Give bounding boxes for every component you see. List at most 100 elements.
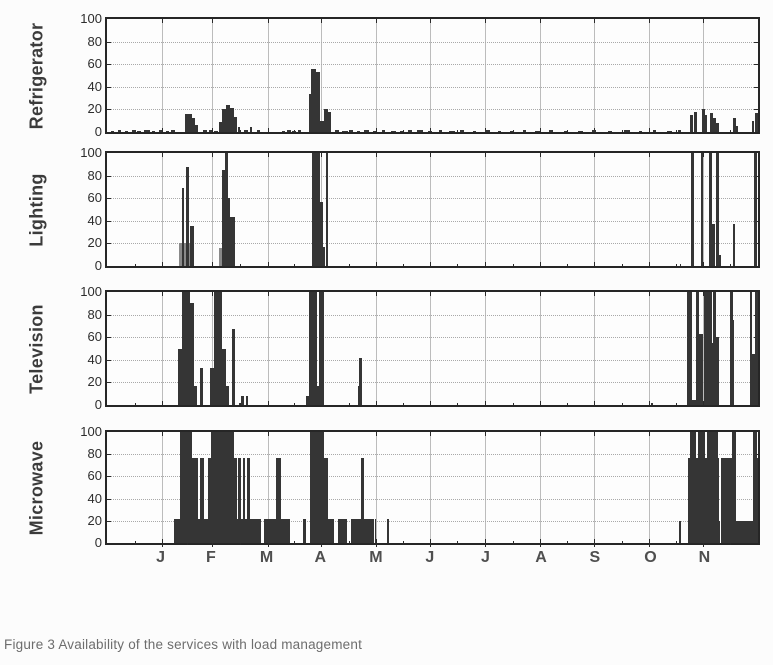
- x-tick-bottom: [429, 128, 431, 132]
- bar: [460, 129, 464, 132]
- bar: [535, 130, 541, 132]
- bar: [319, 120, 324, 132]
- x-tick-top: [267, 19, 269, 23]
- bar: [704, 292, 712, 405]
- bar: [210, 367, 215, 405]
- bar: [704, 115, 707, 132]
- bar: [189, 113, 192, 132]
- x-minor-tick-outward: [675, 543, 677, 545]
- bar: [709, 112, 714, 132]
- x-minor-tick: [403, 403, 405, 405]
- bar: [226, 385, 229, 405]
- y-tick-label: 60: [87, 190, 102, 206]
- bar: [717, 457, 720, 543]
- y-tick-right: [754, 41, 758, 43]
- month-gridline: [376, 292, 378, 405]
- month-gridline: [212, 153, 214, 266]
- bar: [679, 263, 682, 266]
- x-tick-top: [649, 153, 651, 157]
- month-gridline: [162, 153, 164, 266]
- x-tick-bottom: [540, 128, 542, 132]
- x-minor-tick: [457, 264, 459, 266]
- x-tick-bottom: [162, 539, 164, 543]
- x-tick-bottom: [649, 539, 651, 543]
- month-gridline: [162, 432, 164, 543]
- month-gridline: [376, 19, 378, 132]
- bar: [233, 457, 238, 543]
- bar: [592, 130, 596, 132]
- bar: [131, 130, 136, 132]
- x-tick-top: [485, 292, 487, 296]
- bar: [356, 130, 361, 132]
- x-minor-tick: [294, 403, 296, 405]
- bar: [281, 130, 286, 132]
- bar: [695, 457, 698, 543]
- x-minor-tick: [567, 403, 569, 405]
- month-gridline: [429, 153, 431, 266]
- y-tick-label: 20: [87, 101, 102, 117]
- x-minor-tick: [348, 403, 350, 405]
- y-gridline: [107, 109, 758, 111]
- month-gridline: [540, 292, 542, 405]
- month-gridline: [429, 432, 431, 543]
- bar: [338, 518, 347, 543]
- bar: [497, 130, 502, 132]
- month-gridline: [212, 19, 214, 132]
- x-tick-top: [702, 292, 704, 296]
- bar: [297, 130, 302, 132]
- y-tick-left: [107, 64, 111, 66]
- month-gridline: [429, 292, 431, 405]
- bar: [181, 292, 190, 405]
- bar: [319, 292, 325, 405]
- bar: [438, 130, 443, 132]
- x-tick-top: [162, 19, 164, 23]
- bar: [699, 333, 703, 405]
- x-tick-bottom: [593, 539, 595, 543]
- bar: [158, 130, 163, 132]
- bar: [227, 198, 231, 266]
- x-tick-bottom: [162, 262, 164, 266]
- panel-refrigerator: Refrigerator 0 20 40 60 80 100: [27, 11, 760, 139]
- y-tick-left: [107, 498, 111, 500]
- y-gridline: [107, 41, 758, 43]
- x-tick-bottom: [702, 401, 704, 405]
- y-tick-label: 80: [87, 167, 102, 183]
- x-tick-bottom: [212, 262, 214, 266]
- bar: [700, 153, 704, 266]
- x-tick-bottom: [376, 539, 378, 543]
- bar: [701, 109, 705, 132]
- bar: [238, 457, 241, 543]
- x-tick-bottom: [162, 401, 164, 405]
- x-minor-tick: [457, 130, 459, 132]
- y-tick-label: 0: [94, 535, 102, 550]
- x-tick-bottom: [540, 262, 542, 266]
- bar: [729, 292, 734, 405]
- month-gridline: [267, 432, 269, 543]
- y-tick-label: 0: [94, 397, 102, 412]
- x-tick-bottom: [267, 262, 269, 266]
- x-minor-tick: [512, 403, 514, 405]
- x-tick-top: [267, 432, 269, 436]
- x-minor-tick: [621, 403, 623, 405]
- y-tick-label: 80: [87, 446, 102, 462]
- bar: [733, 320, 735, 405]
- x-tick-bottom: [429, 262, 431, 266]
- bar: [238, 402, 241, 405]
- bar: [179, 432, 192, 543]
- y-gridline: [107, 520, 758, 522]
- y-gridline: [107, 220, 758, 222]
- y-tick-label: 80: [87, 306, 102, 322]
- bar: [191, 457, 198, 543]
- y-tick-left: [107, 314, 111, 316]
- y-tick-label: 60: [87, 329, 102, 345]
- bar: [357, 385, 360, 405]
- bar: [185, 113, 189, 132]
- y-tick-label: 40: [87, 490, 102, 506]
- x-tick-top: [593, 153, 595, 157]
- x-tick-top: [212, 153, 214, 157]
- bar: [232, 329, 235, 405]
- y-tick-label: 100: [80, 424, 102, 439]
- x-tick-top: [267, 292, 269, 296]
- bar: [652, 129, 657, 132]
